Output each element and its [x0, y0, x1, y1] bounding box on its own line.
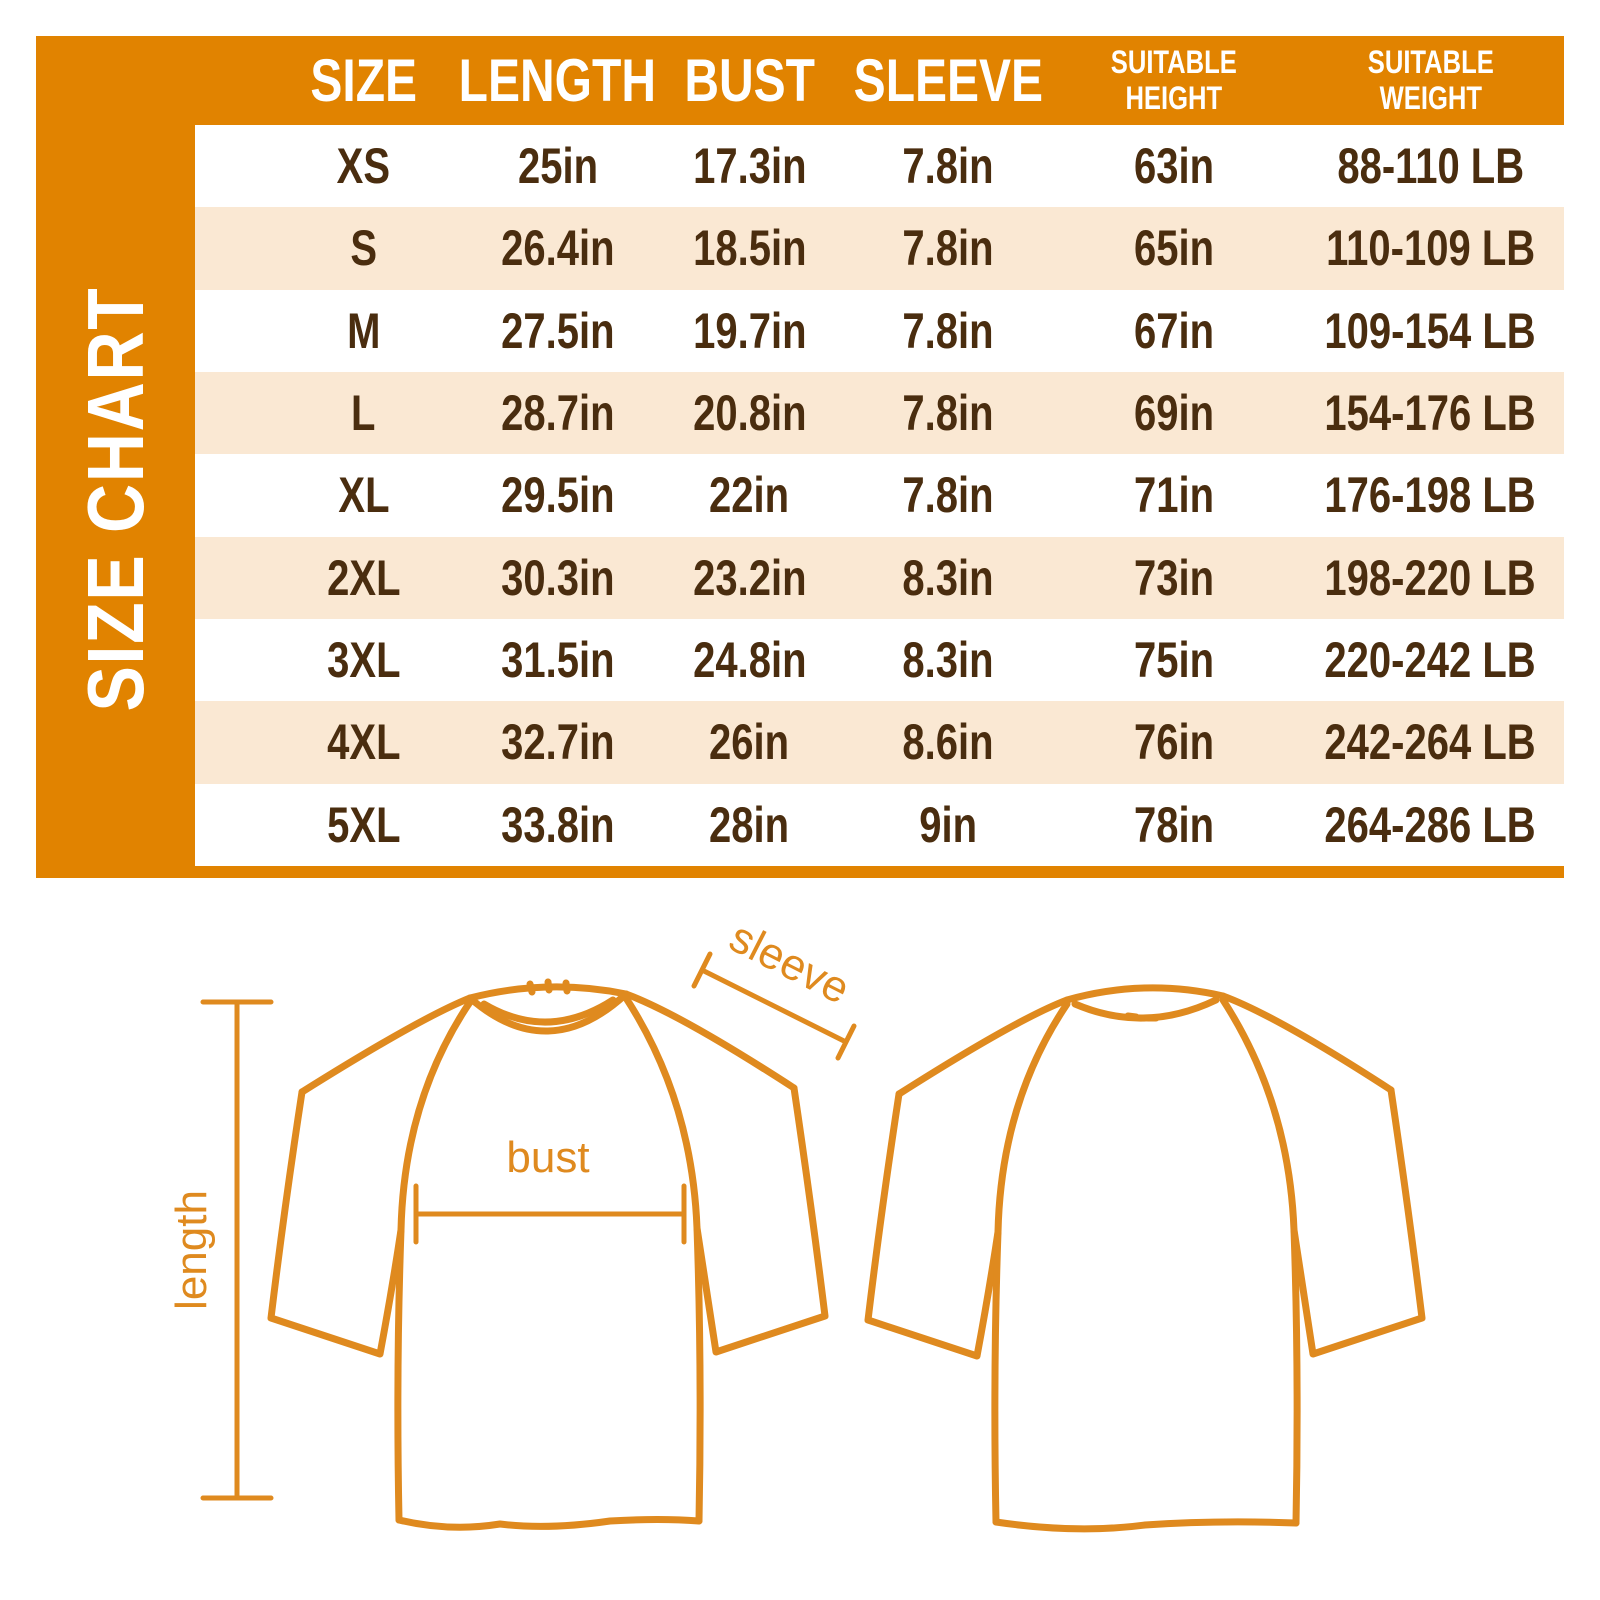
size-table: SIZE LENGTH BUST SLEEVE SUITABLE HEIGHT SUITA… [195, 36, 1564, 878]
table-cell: 3XL [326, 632, 401, 689]
table-cell: 2XL [326, 549, 401, 606]
table-cell: 9in [919, 796, 977, 853]
table-cell: 4XL [326, 714, 401, 771]
table-cell: 26.4in [501, 220, 615, 277]
table-row: 3XL 31.5in 24.8in 8.3in 75in 220-242 LB [195, 618, 1564, 702]
table-cell: 154-176 LB [1324, 385, 1537, 442]
table-cell: 198-220 LB [1324, 549, 1537, 606]
table-cell: 19.7in [692, 302, 807, 359]
table-cell: 264-286 LB [1324, 796, 1537, 853]
length-label: length [167, 1190, 216, 1310]
table-cell: S [350, 220, 377, 277]
table-cell: 109-154 LB [1324, 302, 1537, 359]
table-cell: 7.8in [902, 302, 994, 359]
table-cell: 8.3in [902, 549, 994, 606]
table-cell: 31.5in [501, 632, 615, 689]
column-header-size: SIZE [310, 47, 417, 114]
table-cell: 75in [1133, 632, 1214, 689]
column-header-suitable-weight: SUITABLE WEIGHT [1367, 44, 1494, 116]
table-cell: 25in [517, 138, 598, 195]
table-cell: 18.5in [692, 220, 807, 277]
table-cell: 73in [1133, 549, 1214, 606]
table-cell: 7.8in [902, 385, 994, 442]
sleeve-label: sleeve [722, 920, 858, 1014]
table-row: 4XL 32.7in 26in 8.6in 76in 242-264 LB [195, 701, 1564, 784]
table-cell: 7.8in [902, 467, 994, 524]
column-header-bust: BUST [684, 47, 815, 114]
table-cell: 7.8in [902, 138, 994, 195]
table-cell: 110-109 LB [1325, 220, 1535, 277]
table-cell: L [351, 385, 376, 442]
table-cell: 23.2in [692, 549, 807, 606]
table-cell: 30.3in [501, 549, 615, 606]
table-cell: 17.3in [692, 138, 807, 195]
bust-label: bust [506, 1133, 589, 1182]
table-cell: 67in [1133, 302, 1214, 359]
length-measure: length [167, 999, 274, 1501]
bust-measure: bust [413, 1133, 687, 1245]
table-row: 2XL 30.3in 23.2in 8.3in 73in 198-220 LB [195, 536, 1564, 619]
table-cell: 28.7in [501, 385, 615, 442]
table-cell: 8.6in [902, 714, 994, 771]
table-cell: 33.8in [501, 796, 615, 853]
table-cell: 69in [1133, 385, 1214, 442]
tshirt-back-drawing [864, 984, 1426, 1533]
table-row: 5XL 33.8in 28in 9in 78in 264-286 LB [195, 783, 1564, 866]
table-cell: XL [337, 467, 390, 524]
tshirt-front-drawing [267, 978, 829, 1531]
table-cell: 63in [1133, 138, 1214, 195]
table-cell: 7.8in [902, 220, 994, 277]
table-header-row: SIZE LENGTH BUST SLEEVE SUITABLE HEIGHT SUITA… [195, 36, 1564, 125]
table-cell: 20.8in [692, 385, 807, 442]
table-cell: M [346, 302, 381, 359]
table-cell: 32.7in [501, 714, 615, 771]
size-chart-title: SIZE CHART [70, 286, 160, 712]
panel-sidebar: SIZE CHART [36, 36, 195, 878]
table-row: XS 25in 17.3in 7.8in 63in 88-110 LB [195, 125, 1564, 208]
table-row: XL 29.5in 22in 7.8in 71in 176-198 LB [195, 454, 1564, 537]
table-row: M 27.5in 19.7in 7.8in 67in 109-154 LB [195, 289, 1564, 372]
table-cell: 5XL [326, 796, 401, 853]
table-cell: XS [336, 138, 391, 195]
table-cell: 76in [1133, 714, 1214, 771]
table-cell: 27.5in [501, 302, 615, 359]
table-cell: 220-242 LB [1324, 632, 1537, 689]
table-body: XS 25in 17.3in 7.8in 63in 88-110 LB S 26.4in 18.… [195, 125, 1564, 866]
table-cell: 8.3in [902, 632, 994, 689]
size-chart-panel: SIZE CHART SIZE LENGTH BUST SLEEVE SUITABLE … [36, 36, 1564, 878]
measurement-diagram: length bust sleeve [0, 920, 1600, 1600]
table-cell: 88-110 LB [1337, 138, 1524, 195]
table-cell: 24.8in [692, 632, 807, 689]
column-header-length: LENGTH [459, 47, 657, 114]
table-cell: 65in [1133, 220, 1214, 277]
column-header-suitable-height: SUITABLE HEIGHT [1110, 44, 1237, 116]
table-cell: 26in [709, 714, 790, 771]
table-cell: 29.5in [501, 467, 615, 524]
table-cell: 22in [709, 467, 790, 524]
table-cell: 78in [1133, 796, 1214, 853]
column-header-sleeve: SLEEVE [853, 47, 1043, 114]
table-row: L 28.7in 20.8in 7.8in 69in 154-176 LB [195, 371, 1564, 455]
table-cell: 176-198 LB [1324, 467, 1537, 524]
table-cell: 242-264 LB [1324, 714, 1537, 771]
table-cell: 28in [709, 796, 790, 853]
table-row: S 26.4in 18.5in 7.8in 65in 110-109 LB [195, 207, 1564, 290]
table-cell: 71in [1133, 467, 1214, 524]
